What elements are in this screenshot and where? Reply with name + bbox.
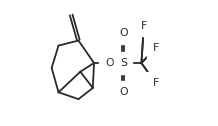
Text: O: O bbox=[119, 28, 128, 38]
Text: O: O bbox=[105, 58, 114, 68]
Text: S: S bbox=[120, 58, 127, 68]
Text: F: F bbox=[141, 21, 147, 31]
Text: O: O bbox=[119, 87, 128, 97]
Text: F: F bbox=[153, 78, 159, 88]
Text: F: F bbox=[153, 43, 159, 53]
